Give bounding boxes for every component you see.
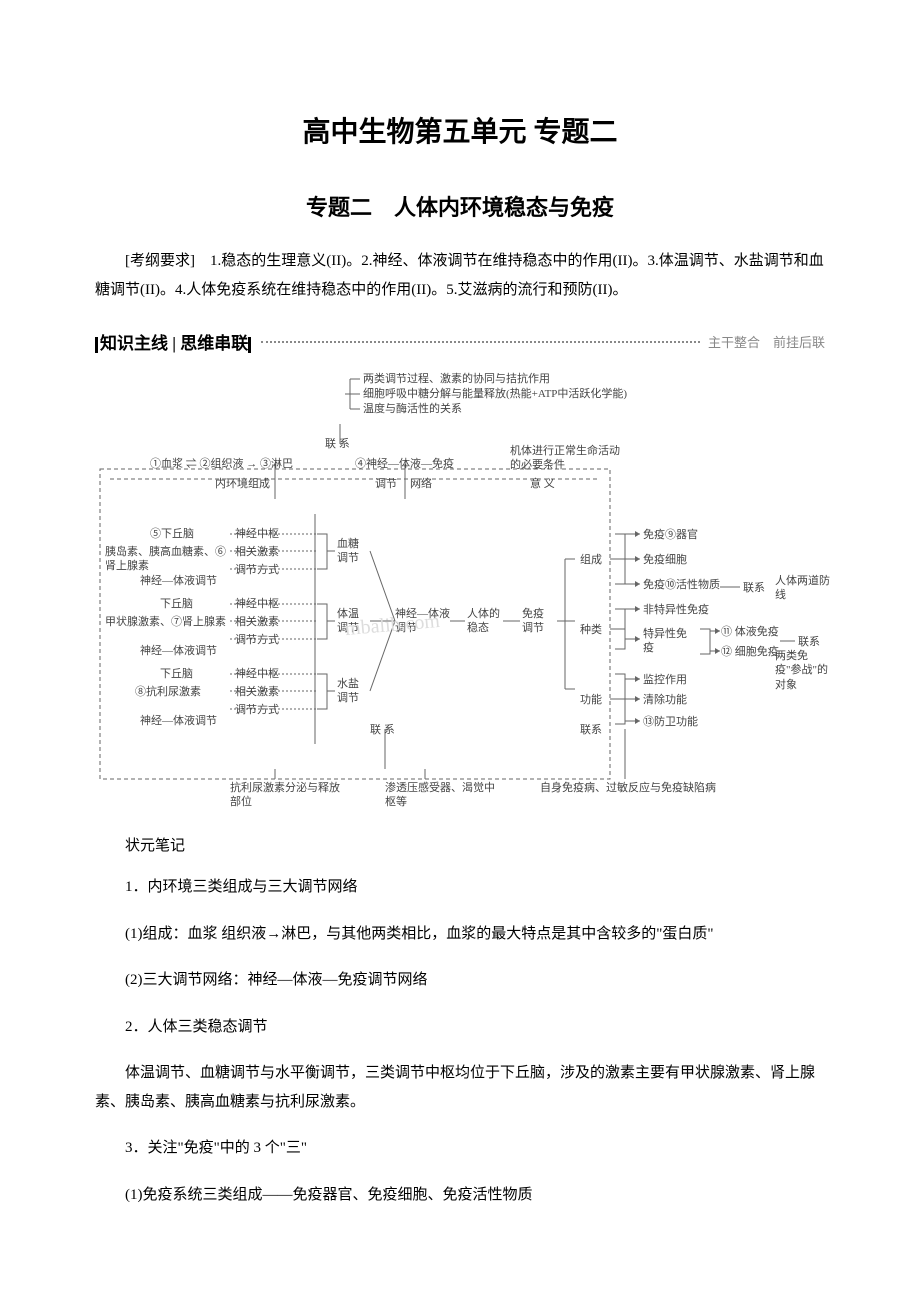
subtitle: 专题二 人体内环境稳态与免疫 — [95, 190, 825, 222]
diagram-top-line-1: 两类调节过程、激素的协同与拮抗作用 — [363, 372, 550, 386]
diagram-r4: 非特异性免疫 — [643, 603, 709, 617]
diagram-g1-sub2: 相关激素 — [235, 545, 279, 559]
diagram-side2: 联系 — [798, 635, 820, 649]
diagram-yiyi: 意 义 — [530, 477, 555, 491]
diagram-rentiwentai: 人体的稳态 — [467, 607, 503, 636]
syllabus-text: [考纲要求] 1.稳态的生理意义(II)。2.神经、体液调节在维持稳态中的作用(… — [95, 247, 825, 304]
diagram-g1-sub3: 调节方式 — [235, 563, 279, 577]
diagram-huanjing: ①血浆 ⇌ ②组织液 → ③淋巴 — [150, 457, 293, 471]
diagram-g2-extra: 甲状腺激素、⑦肾上腺素 — [105, 615, 226, 629]
diagram-tiaojie: 调节 — [375, 477, 397, 491]
notes-title: 状元笔记 — [95, 834, 825, 855]
diagram-r1: 免疫⑨器官 — [643, 528, 698, 542]
diagram-shentiye: 神经—体液调节 — [395, 607, 450, 636]
diagram-g2-sub1: 神经中枢 — [235, 597, 279, 611]
diagram-lianxi2: 联系 — [580, 723, 602, 737]
concept-diagram: 两类调节过程、激素的协同与拮抗作用 细胞呼吸中糖分解与能量释放(热能+ATP中活… — [95, 369, 825, 809]
paragraph-1: 1．内环境三类组成与三大调节网络 — [95, 873, 825, 902]
diagram-side1: 联系 — [743, 581, 765, 595]
diagram-top-line-2: 细胞呼吸中糖分解与能量释放(热能+ATP中活跃化学能) — [363, 387, 627, 401]
diagram-neihj: 内环境组成 — [215, 477, 270, 491]
diagram-r5a: ⑪ 体液免疫 — [721, 625, 779, 639]
diagram-wangluo: 网络 — [410, 477, 432, 491]
diagram-side2b: 两类免疫"参战"的对象 — [775, 649, 829, 692]
diagram-mianyitiaojie: 免疫调节 — [522, 607, 548, 636]
diagram-shuiyang: 水盐调节 — [337, 677, 363, 706]
diagram-g3-title: 下丘脑 — [160, 667, 193, 681]
diagram-g2-title: 下丘脑 — [160, 597, 193, 611]
diagram-b3: 自身免疫病、过敏反应与免疫缺陷病 — [540, 781, 716, 795]
diagram-g1-title: ⑤下丘脑 — [150, 527, 194, 541]
diagram-tiaojiewangluo: ④神经—体液—免疫 — [355, 457, 454, 471]
diagram-zhonglei: 种类 — [580, 623, 602, 637]
section-header: 知识主线 | 思维串联 主干整合 前挂后联 — [95, 329, 825, 354]
paragraph-2: (1)组成：血浆 组织液→淋巴，与其他两类相比，血浆的最大特点是其中含较多的"蛋… — [95, 920, 825, 949]
diagram-lianxi: 联 系 — [325, 437, 350, 451]
diagram-lianxi3: 联 系 — [370, 723, 395, 737]
diagram-xuetang: 血糖调节 — [337, 537, 363, 566]
main-title: 高中生物第五单元 专题二 — [95, 110, 825, 150]
diagram-r8: ⑬防卫功能 — [643, 715, 698, 729]
diagram-g3-sub1: 神经中枢 — [235, 667, 279, 681]
diagram-g2-sub3: 调节方式 — [235, 633, 279, 647]
section-right-label: 主干整合 前挂后联 — [708, 332, 825, 351]
diagram-r5: 特异性免疫 — [643, 627, 695, 656]
diagram-r2: 免疫细胞 — [643, 553, 687, 567]
diagram-r3: 免疫⑩活性物质 — [643, 578, 720, 592]
diagram-r7: 清除功能 — [643, 693, 687, 707]
diagram-side1b: 人体两道防线 — [775, 574, 835, 603]
diagram-g1-extra: 胰岛素、胰高血糖素、⑥肾上腺素 — [105, 545, 235, 574]
bar-icon — [95, 337, 98, 353]
paragraph-6: 3．关注"免疫"中的 3 个"三" — [95, 1134, 825, 1163]
diagram-zucheng: 组成 — [580, 553, 602, 567]
bar-icon — [248, 337, 251, 353]
section-left: 知识主线 | 思维串联 — [95, 329, 253, 354]
diagram-g1-method: 神经—体液调节 — [140, 574, 217, 588]
diagram-top-line-3: 温度与酶活性的关系 — [363, 402, 462, 416]
paragraph-3: (2)三大调节网络：神经—体液—免疫调节网络 — [95, 966, 825, 995]
diagram-g2-sub2: 相关激素 — [235, 615, 279, 629]
diagram-b2: 渗透压感受器、渴觉中枢等 — [385, 781, 495, 810]
diagram-g3-extra: ⑧抗利尿激素 — [135, 685, 201, 699]
diagram-yiyi-text: 机体进行正常生命活动的必要条件 — [510, 444, 620, 473]
diagram-r5b: ⑫ 细胞免疫 — [721, 645, 779, 659]
diagram-gongneng: 功能 — [580, 693, 602, 707]
diagram-g3-sub2: 相关激素 — [235, 685, 279, 699]
section-left-label: 知识主线 | 思维串联 — [100, 334, 248, 353]
paragraph-5: 体温调节、血糖调节与水平衡调节，三类调节中枢均位于下丘脑，涉及的激素主要有甲状腺… — [95, 1059, 825, 1116]
diagram-b1: 抗利尿激素分泌与释放部位 — [230, 781, 340, 810]
diagram-g3-method: 神经—体液调节 — [140, 714, 217, 728]
paragraph-4: 2．人体三类稳态调节 — [95, 1013, 825, 1042]
paragraph-7: (1)免疫系统三类组成——免疫器官、免疫细胞、免疫活性物质 — [95, 1181, 825, 1210]
diagram-g2-method: 神经—体液调节 — [140, 644, 217, 658]
diagram-tiwen: 体温调节 — [337, 607, 363, 636]
diagram-r6: 监控作用 — [643, 673, 687, 687]
dotted-line — [261, 341, 700, 343]
diagram-g3-sub3: 调节方式 — [235, 703, 279, 717]
diagram-g1-sub1: 神经中枢 — [235, 527, 279, 541]
